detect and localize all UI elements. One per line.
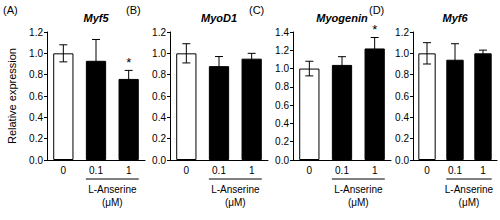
- svg-text:L-Anserine: L-Anserine: [334, 184, 383, 195]
- svg-text:(μM): (μM): [348, 197, 369, 208]
- svg-text:0.2: 0.2: [29, 133, 43, 144]
- svg-text:1.0: 1.0: [275, 63, 289, 74]
- svg-text:0.6: 0.6: [152, 91, 166, 102]
- svg-text:(C): (C): [249, 4, 264, 16]
- svg-text:0: 0: [61, 165, 67, 176]
- svg-text:1: 1: [372, 165, 378, 176]
- svg-text:1.2: 1.2: [152, 27, 166, 38]
- svg-text:0.6: 0.6: [395, 91, 409, 102]
- svg-text:*: *: [372, 22, 377, 37]
- svg-text:Myf6: Myf6: [442, 12, 468, 24]
- svg-text:0.8: 0.8: [395, 69, 409, 80]
- svg-text:(A): (A): [3, 4, 18, 16]
- svg-text:*: *: [126, 55, 131, 70]
- svg-text:0: 0: [307, 165, 313, 176]
- svg-text:(D): (D): [369, 4, 384, 16]
- svg-text:1.4: 1.4: [275, 27, 289, 38]
- svg-text:0.4: 0.4: [152, 112, 166, 123]
- svg-text:1: 1: [480, 165, 486, 176]
- svg-text:0.2: 0.2: [152, 133, 166, 144]
- svg-text:L-Anserine: L-Anserine: [211, 184, 260, 195]
- svg-text:(μM): (μM): [102, 197, 123, 208]
- svg-text:0.4: 0.4: [275, 118, 289, 129]
- svg-text:MyoD1: MyoD1: [201, 12, 237, 24]
- svg-text:0.8: 0.8: [275, 81, 289, 92]
- svg-text:Myf5: Myf5: [83, 12, 109, 24]
- svg-text:0.1: 0.1: [212, 165, 226, 176]
- svg-text:(μM): (μM): [459, 197, 480, 208]
- svg-text:0.8: 0.8: [29, 69, 43, 80]
- svg-text:0: 0: [424, 165, 430, 176]
- svg-text:1: 1: [126, 165, 132, 176]
- svg-text:0.0: 0.0: [275, 155, 289, 166]
- svg-text:(μM): (μM): [225, 197, 246, 208]
- svg-text:L-Anserine: L-Anserine: [88, 184, 137, 195]
- svg-text:0.1: 0.1: [335, 165, 349, 176]
- svg-text:1.2: 1.2: [275, 45, 289, 56]
- svg-text:1: 1: [249, 165, 255, 176]
- svg-text:0.0: 0.0: [152, 155, 166, 166]
- svg-text:0.0: 0.0: [395, 155, 409, 166]
- svg-text:0.6: 0.6: [29, 91, 43, 102]
- svg-text:0.1: 0.1: [89, 165, 103, 176]
- svg-text:0.2: 0.2: [395, 133, 409, 144]
- svg-text:0.6: 0.6: [275, 100, 289, 111]
- svg-text:Relative expression: Relative expression: [6, 48, 18, 144]
- svg-text:1.2: 1.2: [395, 27, 409, 38]
- svg-text:Myogenin: Myogenin: [316, 12, 368, 24]
- svg-text:1.0: 1.0: [395, 48, 409, 59]
- svg-text:0.0: 0.0: [29, 155, 43, 166]
- svg-text:0: 0: [184, 165, 190, 176]
- svg-text:1.0: 1.0: [29, 48, 43, 59]
- svg-text:0.4: 0.4: [29, 112, 43, 123]
- svg-text:1.0: 1.0: [152, 48, 166, 59]
- svg-text:(B): (B): [126, 4, 141, 16]
- svg-text:0.8: 0.8: [152, 69, 166, 80]
- svg-text:1.2: 1.2: [29, 27, 43, 38]
- svg-text:0.4: 0.4: [395, 112, 409, 123]
- svg-text:0.1: 0.1: [448, 165, 462, 176]
- svg-text:L-Anserine: L-Anserine: [445, 184, 494, 195]
- svg-text:0.2: 0.2: [275, 136, 289, 147]
